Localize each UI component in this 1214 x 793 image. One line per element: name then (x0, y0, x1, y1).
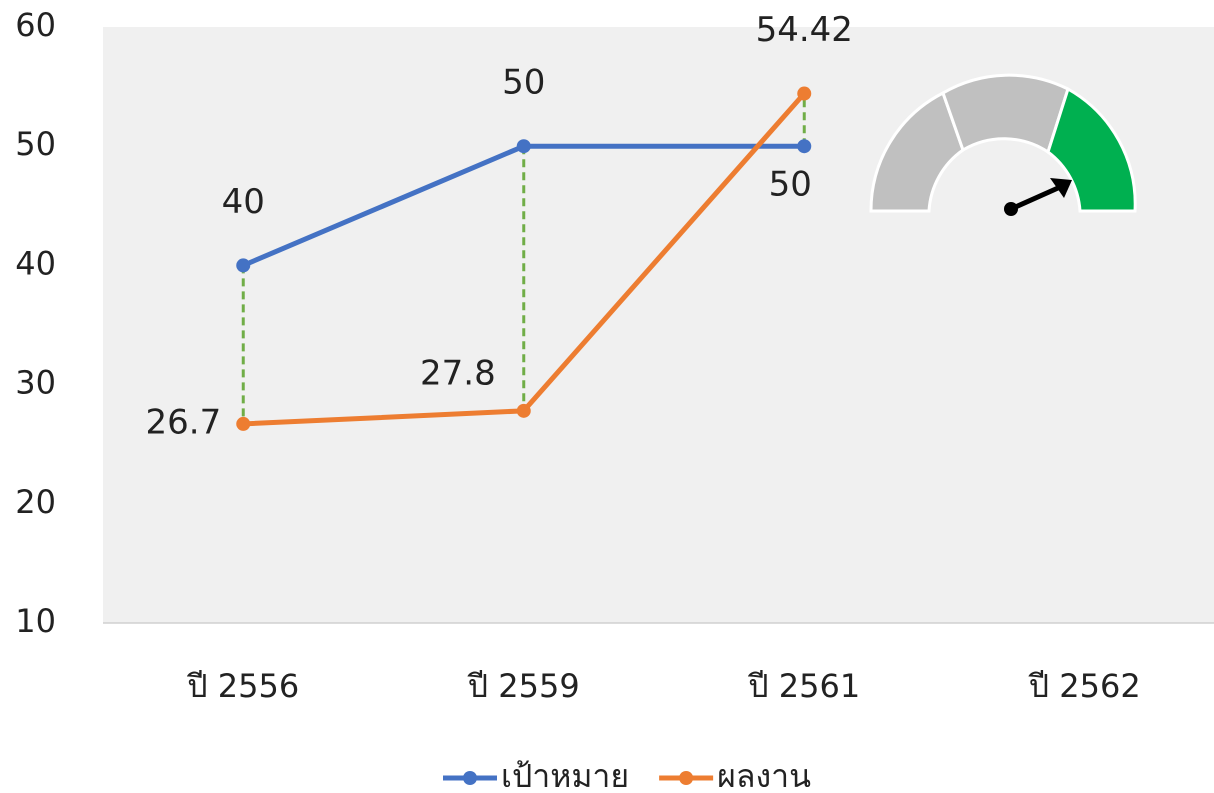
point (516, 139, 531, 154)
gauge-segment (1046, 86, 1137, 213)
data-label: 26.7 (146, 402, 222, 442)
data-label: 50 (769, 165, 812, 205)
data-label: 40 (222, 182, 265, 222)
data-label: 27.8 (420, 353, 496, 393)
x-tick-label: ปี 2556 (186, 667, 299, 705)
y-tick-label: 10 (15, 602, 56, 640)
x-tick-label: ปี 2561 (747, 667, 860, 705)
data-label: 54.42 (756, 10, 853, 50)
legend-label: เป้าหมาย (501, 757, 629, 793)
y-tick-label: 50 (15, 125, 56, 163)
point (236, 416, 251, 431)
x-tick-label: ปี 2562 (1028, 667, 1141, 705)
gauge-segment (869, 90, 965, 213)
legend-marker (463, 771, 477, 785)
y-tick-label: 20 (15, 483, 56, 521)
gauge-needle-head (1050, 178, 1072, 198)
point (797, 86, 812, 101)
gauge-needle (1009, 185, 1060, 212)
legend-marker (679, 771, 694, 785)
point (797, 139, 812, 154)
y-tick-label: 30 (15, 364, 56, 402)
x-tick-label: ปี 2559 (467, 667, 580, 705)
gauge (869, 73, 1137, 216)
data-label: 50 (502, 63, 545, 103)
point (236, 258, 251, 273)
legend-label: ผลงาน (717, 757, 811, 793)
y-tick-label: 40 (15, 244, 56, 282)
gauge-hub (1004, 202, 1018, 216)
point (516, 403, 531, 418)
y-tick-label: 60 (15, 6, 56, 44)
